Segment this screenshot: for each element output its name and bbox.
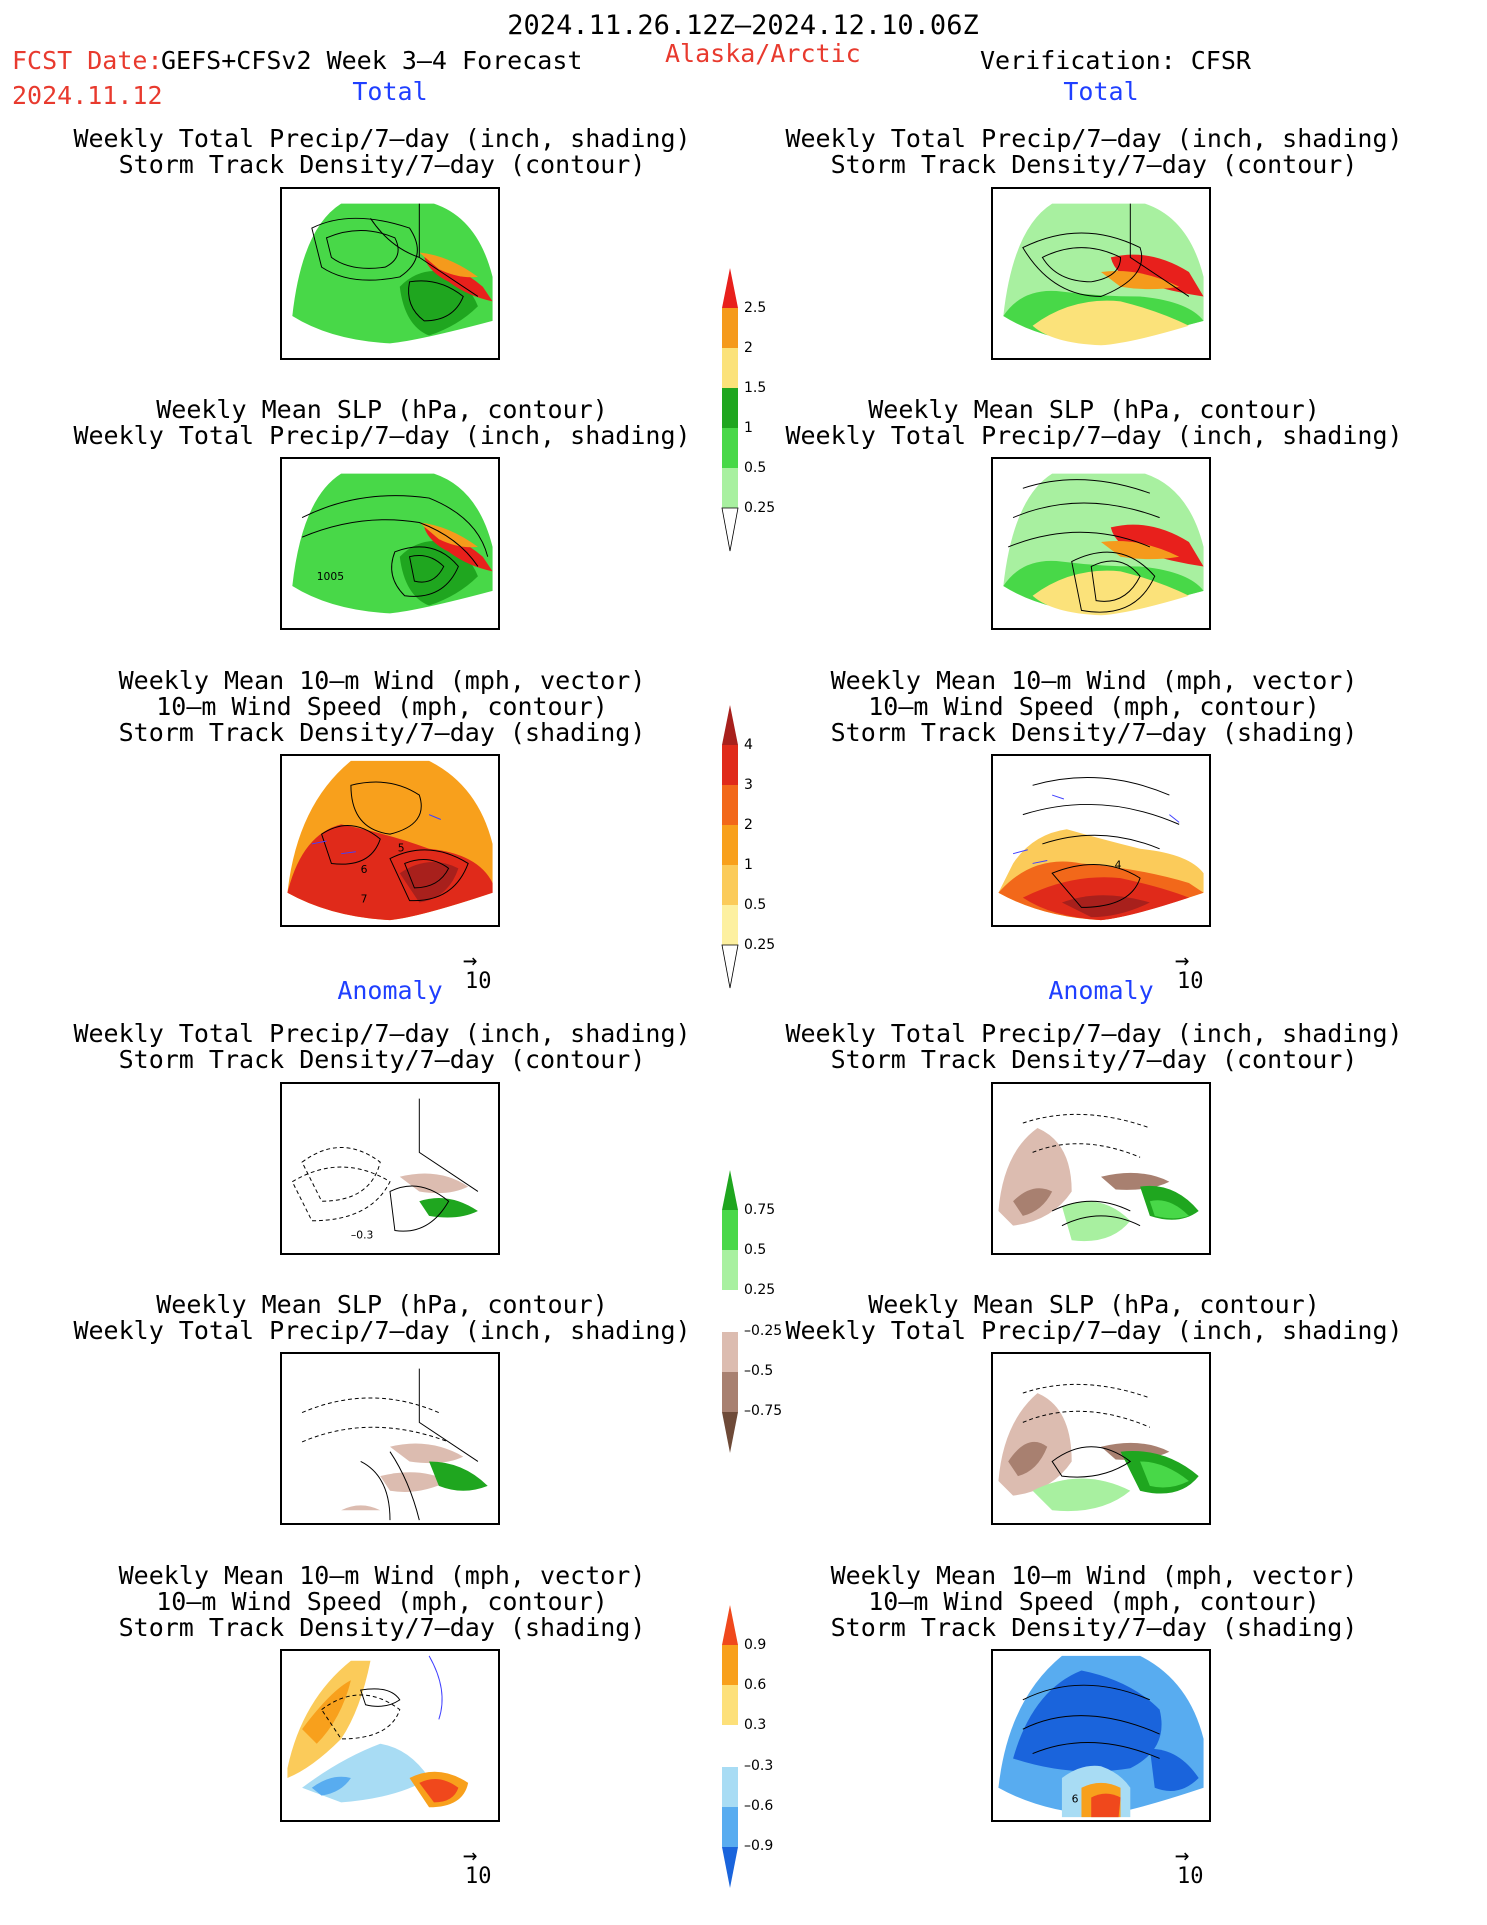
fcst-model: GEFS+CFSv2 Week 3–4 Forecast bbox=[161, 46, 583, 75]
region-title: Alaska/Arctic bbox=[665, 39, 861, 68]
colorbar-label: 0.6 bbox=[744, 1677, 767, 1693]
colorbar-label: 0.25 bbox=[744, 1282, 776, 1298]
map-precip-anom-left: –0.3 bbox=[280, 1082, 500, 1255]
colorbar-label: 2 bbox=[744, 817, 753, 833]
title-precip-total-right: Weekly Total Precip/7–day (inch, shading… bbox=[785, 124, 1403, 179]
vector-scale-label: 10 bbox=[1177, 969, 1204, 994]
vector-arrow-icon: → bbox=[463, 1841, 478, 1869]
title-wind-anom-right: Weekly Mean 10–m Wind (mph, vector) 10–m… bbox=[830, 1561, 1358, 1642]
map-slp-anom-left bbox=[280, 1352, 500, 1525]
colorbar-label: –0.5 bbox=[744, 1363, 774, 1379]
map-precip-total-right bbox=[991, 187, 1211, 360]
colorbar-label: 0.3 bbox=[744, 1717, 767, 1733]
colorbar-label: 0.25 bbox=[744, 937, 776, 953]
colorbar-precip-anom bbox=[720, 1170, 740, 1455]
title-wind-anom-left: Weekly Mean 10–m Wind (mph, vector) 10–m… bbox=[118, 1561, 646, 1642]
colorbar-label: 0.5 bbox=[744, 897, 767, 913]
title-wind-total-right: Weekly Mean 10–m Wind (mph, vector) 10–m… bbox=[830, 666, 1358, 747]
title-precip-total-left: Weekly Total Precip/7–day (inch, shading… bbox=[73, 124, 691, 179]
section-total-left: Total bbox=[352, 77, 428, 106]
colorbar-label: –0.9 bbox=[744, 1838, 774, 1854]
map-wind-anom-left bbox=[280, 1649, 500, 1822]
colorbar-label: –0.6 bbox=[744, 1798, 774, 1814]
contour-label: 5 bbox=[398, 842, 405, 855]
map-slp-total-left: 1005 bbox=[280, 457, 500, 630]
section-anomaly-left: Anomaly bbox=[337, 976, 443, 1005]
colorbar-label: 0.5 bbox=[744, 460, 767, 476]
colorbar-label: 2.5 bbox=[744, 300, 767, 316]
vector-scale-label: 10 bbox=[465, 1864, 492, 1889]
colorbar-label: 0.75 bbox=[744, 1202, 776, 1218]
title-slp-total-left: Weekly Mean SLP (hPa, contour) Weekly To… bbox=[73, 395, 691, 450]
vector-arrow-icon: → bbox=[1175, 946, 1190, 974]
map-slp-anom-right bbox=[991, 1352, 1211, 1525]
vector-scale-label: 10 bbox=[1177, 1864, 1204, 1889]
title-precip-anom-right: Weekly Total Precip/7–day (inch, shading… bbox=[785, 1019, 1403, 1074]
colorbar-label: 3 bbox=[744, 777, 753, 793]
colorbar-storm-anom bbox=[720, 1605, 740, 1890]
map-slp-total-right bbox=[991, 457, 1211, 630]
section-anomaly-right: Anomaly bbox=[1048, 976, 1154, 1005]
section-total-right: Total bbox=[1063, 77, 1139, 106]
vector-arrow-icon: → bbox=[1175, 1841, 1190, 1869]
map-precip-total-left bbox=[280, 187, 500, 360]
colorbar-label: –0.3 bbox=[744, 1758, 774, 1774]
colorbar-precip-total bbox=[720, 268, 740, 553]
title-slp-total-right: Weekly Mean SLP (hPa, contour) Weekly To… bbox=[785, 395, 1403, 450]
contour-label: –0.3 bbox=[351, 1228, 373, 1241]
colorbar-label: 1 bbox=[744, 420, 753, 436]
colorbar-label: 2 bbox=[744, 340, 753, 356]
colorbar-label: 1 bbox=[744, 857, 753, 873]
verification-label: Verification: CFSR bbox=[980, 46, 1251, 75]
title-slp-anom-left: Weekly Mean SLP (hPa, contour) Weekly To… bbox=[73, 1290, 691, 1345]
contour-label: 6 bbox=[1072, 1792, 1079, 1805]
map-wind-anom-right: 6 bbox=[991, 1649, 1211, 1822]
date-range: 2024.11.26.12Z–2024.12.10.06Z bbox=[507, 10, 979, 41]
map-precip-anom-right bbox=[991, 1082, 1211, 1255]
colorbar-label: 0.9 bbox=[744, 1637, 767, 1653]
map-wind-total-left: 6 7 5 bbox=[280, 754, 500, 927]
colorbar-label: 4 bbox=[744, 737, 753, 753]
colorbar-label: –0.75 bbox=[744, 1403, 783, 1419]
vector-scale-label: 10 bbox=[465, 969, 492, 994]
map-wind-total-right: 4 bbox=[991, 754, 1211, 927]
title-precip-anom-left: Weekly Total Precip/7–day (inch, shading… bbox=[73, 1019, 691, 1074]
colorbar-storm-total bbox=[720, 705, 740, 990]
contour-label: 4 bbox=[1115, 858, 1122, 871]
colorbar-label: 1.5 bbox=[744, 380, 767, 396]
vector-arrow-icon: → bbox=[463, 946, 478, 974]
colorbar-label: –0.25 bbox=[744, 1323, 783, 1339]
title-slp-anom-right: Weekly Mean SLP (hPa, contour) Weekly To… bbox=[785, 1290, 1403, 1345]
contour-label: 1005 bbox=[317, 570, 344, 583]
contour-label: 7 bbox=[361, 893, 368, 906]
fcst-date-label: FCST Date: bbox=[12, 46, 163, 75]
contour-label: 6 bbox=[361, 863, 368, 876]
title-wind-total-left: Weekly Mean 10–m Wind (mph, vector) 10–m… bbox=[118, 666, 646, 747]
colorbar-label: 0.5 bbox=[744, 1242, 767, 1258]
fcst-date: 2024.11.12 bbox=[12, 81, 163, 110]
colorbar-label: 0.25 bbox=[744, 500, 776, 516]
